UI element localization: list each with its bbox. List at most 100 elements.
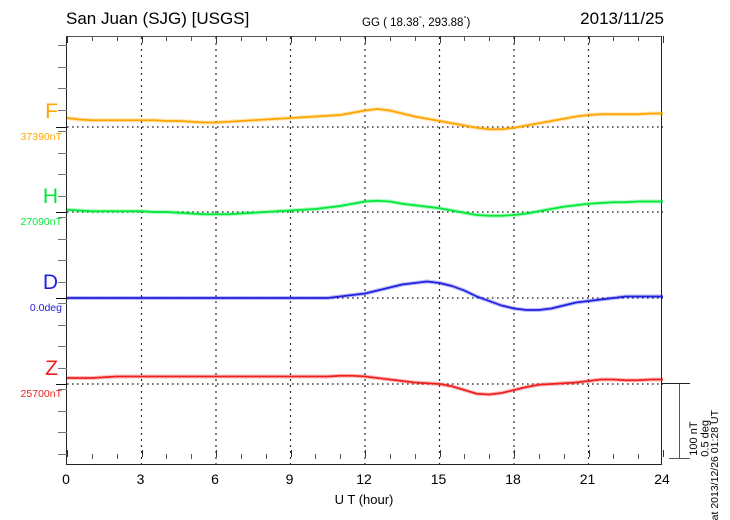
trace-halo-f (66, 107, 663, 132)
x-axis-tick-bottom (464, 454, 466, 459)
trace-f (66, 108, 663, 131)
x-axis-tick-top (240, 36, 242, 41)
x-axis-tick-top (191, 36, 193, 41)
y-axis-tick-major-h (56, 212, 67, 213)
y-axis-tick (58, 195, 67, 197)
y-axis-tick-major-z (56, 384, 67, 385)
y-axis-tick (58, 109, 67, 111)
scale-nt: 100 nT (688, 421, 700, 456)
scale-bar-bottom-cap (669, 458, 690, 459)
y-axis-tick (58, 346, 67, 347)
plot-area (66, 37, 663, 466)
y-axis-tick (58, 281, 67, 283)
x-axis-tick-top (464, 36, 466, 41)
component-value-d: 0.0deg (29, 302, 62, 314)
observation-date: 2013/11/25 (580, 9, 664, 28)
x-axis-tick-top (538, 36, 540, 41)
page-title: San Juan (SJG) [USGS] (66, 9, 250, 28)
x-axis-tick-bottom (166, 454, 168, 459)
x-axis-tick-bottom (439, 450, 441, 457)
y-axis-tick (58, 324, 67, 326)
x-axis-label-21: 21 (579, 471, 596, 487)
plot-frame (56, 36, 664, 466)
y-axis-tick (58, 174, 67, 175)
x-axis-label-9: 9 (285, 471, 294, 487)
y-axis-tick (58, 131, 67, 132)
x-axis-tick-top (663, 36, 664, 43)
component-letter-f: F (45, 100, 58, 123)
x-axis-tick-top (166, 36, 168, 41)
y-axis-tick (58, 367, 67, 369)
x-axis-label-12: 12 (356, 471, 372, 487)
component-value-h: 27090nT (20, 216, 62, 228)
geographic-coordinates: GG ( 18.38°, 293.88°) (362, 14, 470, 29)
y-axis-tick (58, 453, 67, 455)
x-axis-tick-bottom (638, 454, 640, 459)
traces-layer (66, 107, 663, 397)
y-axis-tick (58, 432, 67, 433)
x-axis-tick-top (365, 36, 366, 43)
z-baseline-right-marker (662, 383, 690, 384)
geo-coords-mid: , 293.88 (421, 16, 464, 29)
x-axis-tick-top (290, 36, 292, 43)
trace-halo-h (66, 198, 663, 218)
y-axis-tick (58, 389, 67, 390)
x-axis-tick-bottom (514, 450, 515, 457)
x-axis-tick-bottom (216, 450, 217, 457)
x-axis-title: U T (hour) (334, 492, 394, 507)
x-axis-tick-top (91, 36, 93, 41)
y-axis-tick (58, 45, 67, 46)
y-axis-tick (58, 260, 67, 261)
x-axis-tick-bottom (91, 454, 93, 459)
scale-bar (668, 383, 690, 459)
x-axis-tick-top (588, 36, 590, 43)
trace-z (67, 374, 663, 396)
x-axis-label-24: 24 (654, 471, 670, 487)
trace-halo-d (67, 279, 663, 312)
trace-halo-z (67, 373, 663, 397)
y-axis-tick (58, 238, 67, 240)
x-axis-tick-bottom (67, 450, 68, 457)
x-axis-label-15: 15 (430, 471, 447, 487)
component-letter-h: H (42, 185, 58, 208)
x-axis-tick-top (638, 36, 640, 41)
geo-coords-prefix: GG ( 18.38 (362, 16, 419, 29)
x-axis-label-6: 6 (211, 471, 219, 487)
x-axis-tick-bottom (240, 454, 242, 459)
degree-symbol-lat: ° (418, 14, 422, 23)
x-axis-tick-bottom (191, 454, 193, 459)
y-axis-tick-major-f (56, 127, 67, 128)
x-axis-tick-top (340, 36, 342, 41)
x-axis-label-18: 18 (505, 471, 521, 487)
x-axis-tick-top (514, 36, 515, 43)
component-letter-z: Z (45, 357, 58, 380)
x-axis-tick-bottom (340, 454, 342, 459)
x-axis-tick-bottom (365, 450, 366, 457)
x-axis-tick-bottom (290, 450, 292, 457)
x-axis-tick-bottom (663, 450, 664, 457)
x-axis-label-3: 3 (136, 471, 145, 487)
x-axis-tick-bottom (265, 454, 267, 459)
component-value-f: 37390nT (20, 131, 62, 143)
y-axis-tick (58, 410, 67, 412)
component-letter-d: D (42, 271, 58, 294)
x-axis-tick-bottom (141, 450, 143, 457)
x-axis-tick-top (489, 36, 491, 41)
y-axis-tick (58, 66, 67, 68)
y-axis-tick (58, 88, 67, 89)
x-axis-tick-top (315, 36, 317, 41)
x-axis-tick-top (389, 36, 391, 41)
x-axis-tick-bottom (389, 454, 391, 459)
y-axis-tick (58, 217, 67, 218)
x-axis-tick-top (414, 36, 416, 41)
x-axis-tick-top (613, 36, 615, 41)
scale-bar-line (679, 383, 680, 458)
y-axis-tick-major-d (56, 298, 67, 299)
x-axis-tick-bottom (538, 454, 540, 459)
trace-d (67, 280, 663, 311)
trace-h (66, 199, 663, 217)
x-axis-tick-bottom (489, 454, 491, 459)
geo-coords-suffix: ) (466, 16, 471, 29)
x-axis-label-0: 0 (62, 471, 70, 487)
